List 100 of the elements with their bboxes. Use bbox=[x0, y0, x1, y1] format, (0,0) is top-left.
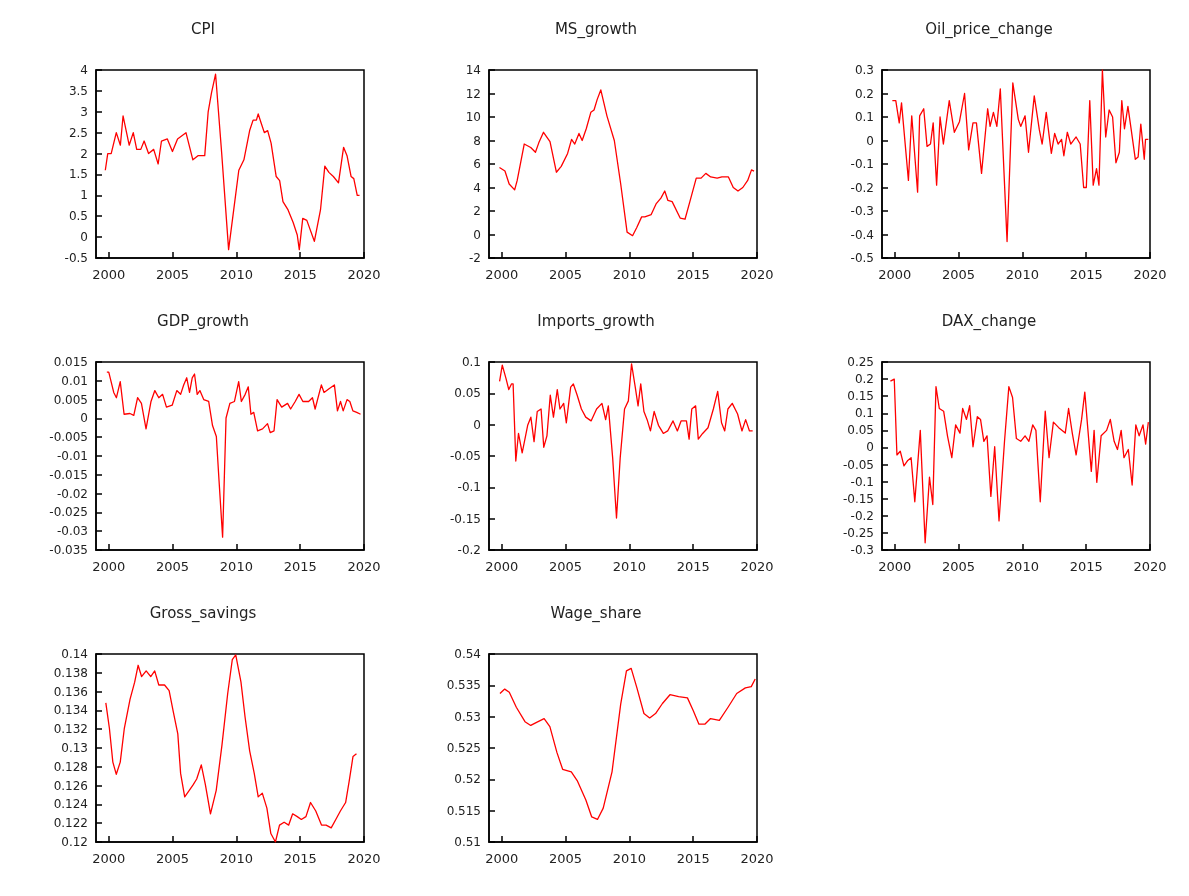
y-tick-label: 0 bbox=[473, 227, 481, 242]
y-tick-label: -0.5 bbox=[64, 251, 88, 265]
chart-title: Wage_share bbox=[550, 603, 642, 623]
chart-title: DAX_change bbox=[941, 311, 1037, 331]
y-tick-label: 0.128 bbox=[53, 759, 88, 774]
x-tick-label: 2015 bbox=[283, 851, 317, 866]
y-tick-label: -0.3 bbox=[850, 204, 874, 218]
x-tick-label: 2020 bbox=[1133, 559, 1167, 574]
y-tick-label: -0.005 bbox=[49, 430, 88, 445]
x-tick-label: 2020 bbox=[347, 267, 381, 282]
y-tick-label: -0.035 bbox=[49, 543, 88, 557]
y-tick-label: 3.5 bbox=[68, 83, 88, 98]
x-tick-label: 2000 bbox=[878, 267, 912, 282]
line-series bbox=[498, 363, 754, 519]
y-tick-label: 0 bbox=[866, 440, 874, 455]
line-series bbox=[499, 667, 756, 821]
y-tick-label: 2 bbox=[80, 146, 88, 161]
y-tick-label: 0.515 bbox=[446, 803, 481, 818]
y-tick-label: 0.52 bbox=[454, 772, 481, 787]
chart-title: CPI bbox=[191, 19, 215, 38]
y-tick-label: 0.1 bbox=[461, 355, 481, 369]
x-tick-label: 2010 bbox=[219, 267, 253, 282]
y-tick-label: 2 bbox=[473, 204, 481, 218]
y-tick-label: 0.525 bbox=[446, 741, 481, 755]
chart-title: GDP_growth bbox=[157, 311, 249, 331]
chart-title: Gross_savings bbox=[149, 603, 257, 623]
y-tick-label: 0.12 bbox=[61, 835, 88, 849]
x-tick-label: 2010 bbox=[612, 267, 646, 282]
y-tick-label: 0.136 bbox=[53, 684, 88, 699]
x-tick-label: 2015 bbox=[283, 267, 317, 282]
y-tick-label: 0.2 bbox=[854, 86, 874, 101]
y-tick-label: 0.1 bbox=[854, 406, 874, 421]
x-tick-label: 2015 bbox=[676, 559, 710, 574]
y-tick-label: 0.138 bbox=[53, 665, 88, 680]
y-tick-label: 0.2 bbox=[854, 372, 874, 387]
line-series bbox=[891, 69, 1149, 243]
y-tick-label: -0.05 bbox=[842, 457, 874, 472]
x-tick-label: 2000 bbox=[92, 267, 126, 282]
x-tick-label: 2000 bbox=[92, 559, 126, 574]
x-tick-label: 2020 bbox=[347, 851, 381, 866]
y-tick-label: 0.124 bbox=[53, 797, 88, 812]
y-tick-label: -0.5 bbox=[850, 251, 874, 265]
line-series bbox=[498, 89, 755, 237]
x-tick-label: 2000 bbox=[485, 851, 519, 866]
y-tick-label: 0.05 bbox=[847, 423, 874, 438]
x-tick-label: 2015 bbox=[676, 851, 710, 866]
y-tick-label: 1 bbox=[80, 188, 88, 203]
y-tick-label: 0.13 bbox=[61, 741, 88, 755]
y-tick-label: -0.15 bbox=[842, 491, 874, 506]
x-tick-label: 2020 bbox=[740, 267, 774, 282]
y-tick-label: 8 bbox=[473, 133, 481, 148]
x-tick-label: 2010 bbox=[612, 559, 646, 574]
y-tick-label: -0.1 bbox=[850, 157, 874, 171]
line-series bbox=[104, 73, 361, 251]
x-tick-label: 2015 bbox=[676, 267, 710, 282]
line-series bbox=[106, 371, 362, 538]
x-tick-label: 2020 bbox=[740, 559, 774, 574]
y-tick-label: 12 bbox=[465, 86, 481, 101]
y-tick-label: 0 bbox=[80, 411, 88, 426]
x-tick-label: 2020 bbox=[347, 559, 381, 574]
y-tick-label: -0.025 bbox=[49, 505, 88, 520]
x-tick-label: 2005 bbox=[942, 267, 976, 282]
y-tick-label: -0.4 bbox=[850, 227, 874, 242]
x-tick-label: 2010 bbox=[219, 851, 253, 866]
y-tick-label: -2 bbox=[469, 251, 481, 265]
y-tick-label: 0.25 bbox=[847, 355, 874, 369]
x-tick-label: 2010 bbox=[1005, 559, 1039, 574]
y-tick-label: -0.2 bbox=[850, 180, 874, 195]
y-tick-label: 0 bbox=[866, 133, 874, 148]
y-tick-label: 10 bbox=[465, 110, 481, 124]
chart-title: Oil_price_change bbox=[925, 19, 1053, 39]
y-tick-label: 0.53 bbox=[454, 709, 481, 724]
y-tick-label: 0.3 bbox=[854, 63, 874, 77]
y-tick-label: 1.5 bbox=[68, 167, 88, 182]
y-tick-label: 2.5 bbox=[68, 125, 88, 140]
x-tick-label: 2005 bbox=[549, 559, 583, 574]
y-tick-label: -0.2 bbox=[457, 543, 481, 557]
y-tick-label: -0.02 bbox=[56, 486, 88, 501]
y-tick-label: 0.5 bbox=[68, 209, 88, 224]
y-tick-label: 0.535 bbox=[446, 678, 481, 693]
y-tick-label: -0.015 bbox=[49, 467, 88, 482]
y-tick-label: 0.005 bbox=[53, 392, 88, 407]
x-tick-label: 2005 bbox=[942, 559, 976, 574]
x-tick-label: 2005 bbox=[156, 851, 190, 866]
y-tick-label: 0.54 bbox=[454, 647, 481, 661]
y-tick-label: 0.01 bbox=[61, 373, 88, 388]
y-tick-label: -0.03 bbox=[56, 524, 88, 539]
line-series bbox=[105, 654, 358, 843]
x-tick-label: 2000 bbox=[92, 851, 126, 866]
x-tick-label: 2015 bbox=[1069, 267, 1103, 282]
y-tick-label: 0.015 bbox=[53, 355, 88, 369]
y-tick-label: 0 bbox=[80, 230, 88, 245]
y-tick-label: 0.15 bbox=[847, 389, 874, 404]
y-tick-label: -0.15 bbox=[449, 511, 481, 526]
y-tick-label: 0.1 bbox=[854, 110, 874, 124]
x-tick-label: 2020 bbox=[740, 851, 774, 866]
x-tick-label: 2005 bbox=[549, 851, 583, 866]
x-tick-label: 2000 bbox=[878, 559, 912, 574]
y-tick-label: 14 bbox=[465, 63, 481, 77]
x-tick-label: 2010 bbox=[219, 559, 253, 574]
